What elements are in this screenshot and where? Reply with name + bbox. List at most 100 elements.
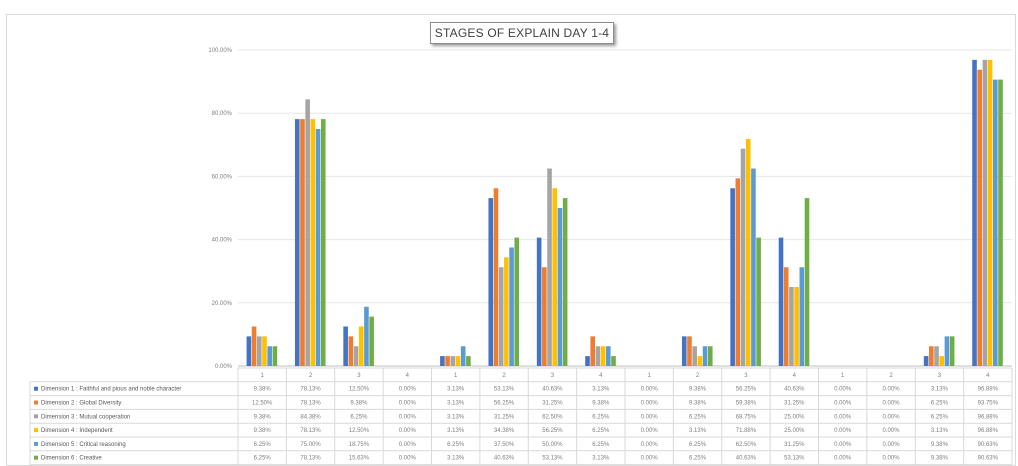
data-label: 90.63%	[978, 442, 999, 448]
x-tick-label: 2	[696, 373, 700, 379]
data-label: 40.63%	[784, 387, 805, 393]
bar	[460, 346, 466, 366]
data-label: 96.88%	[978, 428, 999, 434]
data-label: 0.00%	[641, 442, 659, 448]
data-label: 71.88%	[736, 428, 757, 434]
bar	[595, 346, 601, 366]
bar	[949, 336, 955, 366]
bar	[585, 356, 590, 366]
data-label: 56.25%	[736, 387, 757, 393]
data-label: 37.50%	[494, 442, 515, 448]
data-label: 0.00%	[399, 442, 417, 448]
bar	[272, 346, 278, 366]
data-label: 68.75%	[736, 414, 757, 420]
bar	[707, 346, 713, 366]
bar	[358, 326, 364, 366]
data-label: 0.00%	[399, 428, 417, 434]
data-label: 9.38%	[254, 414, 272, 420]
data-label: 0.00%	[641, 401, 659, 407]
bar	[536, 237, 542, 366]
data-label: 0.00%	[641, 428, 659, 434]
bar	[939, 356, 945, 366]
data-label: 78.13%	[300, 456, 321, 462]
bar	[488, 198, 494, 366]
data-label: 0.00%	[883, 428, 901, 434]
y-tick-label: 40.00%	[212, 238, 233, 244]
data-label: 9.38%	[931, 456, 949, 462]
data-label: 0.00%	[399, 456, 417, 462]
data-label: 3.13%	[447, 428, 465, 434]
bar	[987, 59, 993, 367]
data-label: 0.00%	[834, 456, 852, 462]
data-label: 3.13%	[447, 387, 465, 393]
bar	[697, 356, 703, 366]
bar	[751, 168, 756, 366]
bar	[300, 119, 305, 367]
legend-swatch	[34, 414, 38, 419]
data-label: 34.38%	[494, 428, 515, 434]
legend-swatch	[34, 386, 38, 391]
data-label: 0.00%	[883, 401, 901, 407]
data-label: 6.25%	[931, 401, 949, 407]
bar	[972, 59, 977, 367]
x-tick-label: 3	[551, 373, 555, 379]
data-label: 0.00%	[883, 442, 901, 448]
data-label: 6.25%	[592, 442, 610, 448]
data-label: 59.38%	[736, 401, 757, 407]
x-tick-label: 1	[648, 373, 652, 379]
data-label: 50.00%	[542, 442, 563, 448]
data-label: 9.38%	[592, 401, 610, 407]
data-label: 3.13%	[689, 428, 707, 434]
bar	[364, 306, 369, 366]
bar	[557, 208, 563, 366]
x-tick-label: 1	[841, 373, 845, 379]
bar	[369, 316, 374, 366]
data-label: 75.00%	[300, 442, 321, 448]
bar	[730, 188, 735, 366]
x-tick-label: 4	[986, 373, 990, 379]
data-label: 40.63%	[494, 456, 515, 462]
data-label: 0.00%	[399, 387, 417, 393]
bar	[455, 356, 461, 366]
data-label: 0.00%	[399, 401, 417, 407]
data-label: 0.00%	[834, 401, 852, 407]
x-tick-label: 3	[357, 373, 361, 379]
bar	[343, 326, 348, 366]
data-label: 0.00%	[641, 387, 659, 393]
bar	[702, 346, 708, 366]
bar	[778, 237, 784, 366]
legend-swatch	[34, 455, 38, 460]
data-label: 12.50%	[349, 428, 370, 434]
data-label: 9.38%	[931, 442, 949, 448]
data-label: 84.38%	[300, 414, 321, 420]
data-label: 9.38%	[254, 428, 272, 434]
data-label: 96.88%	[978, 414, 999, 420]
data-label: 25.00%	[784, 414, 805, 420]
data-label: 0.00%	[883, 414, 901, 420]
bar	[262, 336, 267, 366]
bar	[944, 336, 950, 366]
bar	[923, 356, 929, 366]
legend-entry: Dimension 5 : Critical reasoning	[41, 442, 126, 448]
data-label: 0.00%	[641, 414, 659, 420]
bar	[542, 267, 547, 366]
data-label: 78.13%	[300, 387, 321, 393]
bar	[681, 336, 687, 366]
bar	[320, 119, 326, 367]
data-label: 40.63%	[542, 387, 563, 393]
data-label: 9.38%	[254, 387, 272, 393]
bar	[692, 346, 697, 366]
data-label: 3.13%	[447, 401, 465, 407]
data-label: 0.00%	[883, 456, 901, 462]
x-tick-label: 2	[889, 373, 893, 379]
y-tick-label: 60.00%	[212, 174, 233, 180]
data-label: 62.50%	[736, 442, 757, 448]
data-label: 6.25%	[350, 414, 368, 420]
bar	[251, 326, 257, 366]
bar	[799, 267, 805, 366]
data-label: 96.88%	[978, 387, 999, 393]
x-tick-label: 1	[261, 373, 265, 379]
x-tick-label: 3	[744, 373, 748, 379]
bar	[590, 336, 596, 366]
data-label: 31.25%	[542, 401, 563, 407]
